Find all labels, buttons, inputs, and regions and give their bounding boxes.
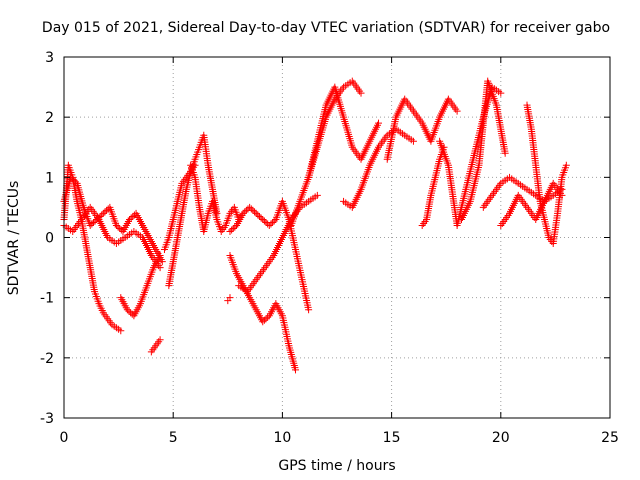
data-point bbox=[558, 191, 566, 199]
y-tick-label: 0 bbox=[45, 231, 54, 247]
x-tick-label: 5 bbox=[169, 430, 178, 446]
series-trace-8 bbox=[187, 161, 243, 235]
x-tick-label: 20 bbox=[492, 430, 510, 446]
data-point-interp bbox=[255, 212, 263, 220]
chart-title: Day 015 of 2021, Sidereal Day-to-day VTE… bbox=[42, 20, 610, 36]
series-trace-17 bbox=[436, 83, 505, 229]
data-point bbox=[501, 149, 509, 157]
y-tick-label: 3 bbox=[45, 50, 54, 66]
data-point bbox=[117, 327, 125, 335]
data-point bbox=[226, 294, 234, 302]
series-trace-9 bbox=[226, 252, 300, 374]
data-point bbox=[252, 209, 260, 217]
data-point-interp bbox=[251, 208, 259, 216]
grid-layer bbox=[64, 57, 610, 418]
data-point-interp bbox=[260, 316, 268, 324]
data-point-interp bbox=[267, 220, 275, 228]
data-point-interp bbox=[228, 226, 236, 234]
data-point-interp bbox=[98, 211, 106, 219]
data-point-interp bbox=[269, 218, 277, 226]
data-point bbox=[313, 191, 321, 199]
data-point-interp bbox=[254, 211, 262, 219]
data-point-interp bbox=[247, 205, 255, 213]
data-point-interp bbox=[242, 206, 250, 214]
y-tick-label: -3 bbox=[40, 411, 54, 427]
data-point-interp bbox=[241, 208, 249, 216]
data-point bbox=[156, 336, 164, 344]
data-point bbox=[239, 209, 247, 217]
data-point bbox=[259, 318, 267, 326]
data-point-interp bbox=[101, 208, 109, 216]
data-point-interp bbox=[270, 217, 278, 225]
x-tick-label: 25 bbox=[601, 430, 619, 446]
data-point-interp bbox=[71, 178, 79, 186]
data-point bbox=[562, 161, 570, 169]
data-point-interp bbox=[260, 217, 268, 225]
y-tick-label: 1 bbox=[45, 170, 54, 186]
data-points-layer bbox=[60, 77, 570, 374]
series-trace-5 bbox=[147, 336, 164, 356]
series-trace-18 bbox=[457, 77, 509, 223]
series-trace-10 bbox=[226, 197, 313, 314]
data-point-interp bbox=[129, 212, 137, 220]
series-trace-20 bbox=[523, 101, 570, 248]
data-point bbox=[86, 221, 94, 229]
data-point-interp bbox=[249, 206, 257, 214]
x-tick-label: 0 bbox=[60, 430, 69, 446]
data-point bbox=[156, 252, 164, 260]
ticks-layer: 0 5 10 15 20 25 -3 -2 -1 0 1 2 3 bbox=[40, 50, 619, 446]
data-point bbox=[292, 366, 300, 374]
data-point bbox=[357, 89, 365, 97]
data-point bbox=[374, 119, 382, 127]
data-point bbox=[156, 264, 164, 272]
data-point-interp bbox=[127, 214, 135, 222]
series-trace-2 bbox=[60, 173, 166, 266]
y-tick-label: 2 bbox=[45, 110, 54, 126]
data-point-interp bbox=[88, 220, 96, 228]
data-point bbox=[259, 215, 267, 223]
data-point-interp bbox=[231, 223, 239, 231]
series-trace-22 bbox=[224, 294, 234, 305]
data-point bbox=[453, 107, 461, 115]
data-point bbox=[497, 89, 505, 97]
y-axis-label: SDTVAR / TECUs bbox=[6, 181, 22, 296]
data-point-interp bbox=[116, 224, 124, 232]
data-point bbox=[246, 203, 254, 211]
data-point bbox=[126, 215, 134, 223]
data-point-interp bbox=[70, 176, 78, 184]
data-point-interp bbox=[91, 217, 99, 225]
x-tick-label: 15 bbox=[383, 430, 401, 446]
data-point-interp bbox=[229, 224, 237, 232]
data-point bbox=[409, 137, 417, 145]
y-tick-label: -1 bbox=[40, 291, 54, 307]
data-point-interp bbox=[264, 313, 272, 321]
data-point-interp bbox=[127, 309, 135, 317]
series-trace-21 bbox=[497, 179, 566, 229]
data-point-interp bbox=[114, 223, 122, 231]
data-point-interp bbox=[68, 175, 76, 183]
data-point bbox=[123, 306, 131, 314]
data-point-interp bbox=[262, 218, 270, 226]
series-trace-15 bbox=[383, 95, 461, 163]
data-point bbox=[112, 221, 120, 229]
data-point bbox=[99, 209, 107, 217]
series-trace-13 bbox=[305, 83, 382, 181]
data-point-interp bbox=[103, 206, 111, 214]
series-trace-1 bbox=[60, 161, 125, 335]
series-trace-4 bbox=[117, 252, 164, 320]
data-point-interp bbox=[89, 218, 97, 226]
series-trace-14 bbox=[340, 125, 417, 211]
y-tick-label: -2 bbox=[40, 351, 54, 367]
x-tick-label: 10 bbox=[273, 430, 291, 446]
data-point-interp bbox=[257, 214, 265, 222]
x-axis-label: GPS time / hours bbox=[278, 458, 395, 474]
data-point bbox=[265, 221, 273, 229]
data-point bbox=[226, 227, 234, 235]
data-point-interp bbox=[262, 315, 270, 323]
data-point bbox=[305, 306, 313, 314]
data-point-interp bbox=[125, 307, 133, 315]
